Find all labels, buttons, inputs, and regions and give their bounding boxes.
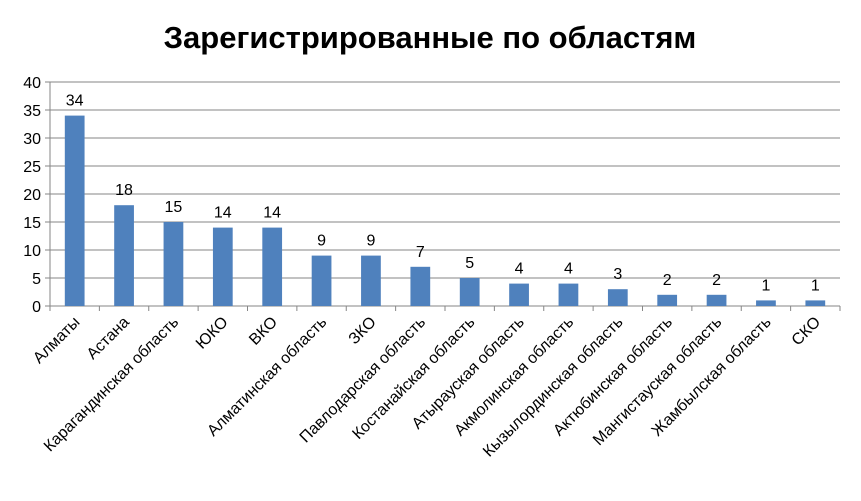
bar [262, 227, 283, 306]
bar [756, 300, 776, 306]
bar [805, 300, 826, 306]
bar [64, 115, 85, 306]
bar [311, 255, 332, 306]
y-tick-label: 35 [23, 103, 41, 120]
bar [558, 283, 579, 306]
bars [64, 115, 826, 306]
bar [459, 278, 480, 306]
data-label: 9 [366, 233, 375, 250]
data-label: 14 [214, 205, 232, 222]
category-label: Астана [84, 314, 133, 363]
y-tick-label: 0 [32, 299, 41, 316]
y-tick-label: 25 [23, 159, 41, 176]
bar [607, 289, 628, 306]
data-label: 7 [416, 244, 425, 261]
data-label: 5 [465, 255, 474, 272]
chart-title: Зарегистрированные по областям [164, 20, 697, 55]
bar [410, 266, 431, 306]
data-label: 2 [663, 272, 672, 289]
bar [212, 227, 233, 306]
y-tick-label: 5 [32, 271, 41, 288]
y-tick-label: 20 [23, 187, 41, 204]
y-tick-label: 10 [23, 243, 41, 260]
data-label: 1 [811, 277, 820, 294]
y-tick-label: 30 [23, 131, 41, 148]
category-label: Алматы [30, 314, 83, 367]
data-label: 4 [515, 261, 524, 278]
data-label: 18 [115, 182, 133, 199]
bar [114, 205, 134, 306]
data-label: 15 [165, 199, 183, 216]
y-tick-label: 40 [23, 75, 41, 92]
bar [509, 283, 529, 306]
category-label: ЗКО [346, 314, 380, 348]
data-label: 34 [66, 93, 84, 110]
category-label: СКО [789, 314, 824, 349]
data-label: 14 [263, 205, 281, 222]
data-label: 3 [613, 266, 622, 283]
y-tick-label: 15 [23, 215, 41, 232]
bar [706, 294, 727, 306]
data-label: 9 [317, 233, 326, 250]
bar [163, 222, 184, 306]
data-labels: 34 18 15 14 14 9 9 7 5 4 4 3 2 2 1 1 [66, 93, 820, 295]
category-label: ВКО [246, 314, 281, 349]
bar [657, 294, 678, 306]
y-axis-ticks: 0 5 10 15 20 25 30 35 40 [23, 75, 50, 316]
bar [361, 255, 381, 306]
data-label: 1 [761, 277, 770, 294]
data-label: 4 [564, 261, 573, 278]
data-label: 2 [712, 272, 721, 289]
category-label: ЮКО [193, 314, 232, 353]
